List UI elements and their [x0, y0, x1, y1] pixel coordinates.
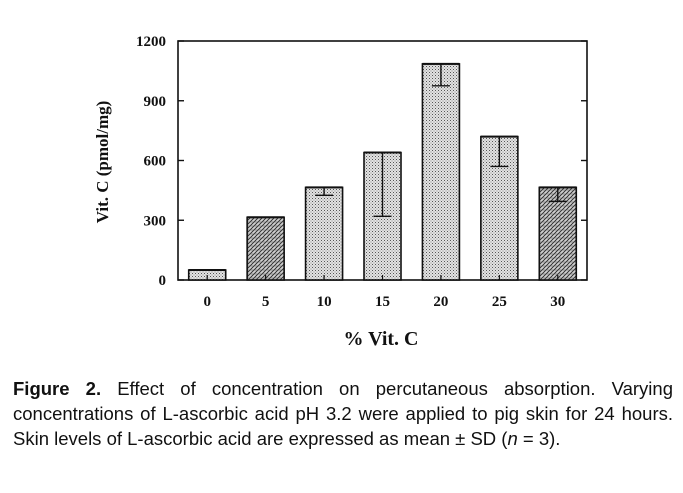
figure-caption: Figure 2. Effect of concentration on per…	[13, 376, 673, 451]
bar	[421, 63, 461, 281]
x-axis-label: % Vit. C	[344, 328, 419, 350]
y-tick-label: 0	[159, 273, 167, 289]
y-tick-label: 900	[144, 94, 167, 110]
bar	[304, 186, 344, 281]
y-tick-label: 600	[144, 154, 167, 170]
x-tick-label: 15	[375, 294, 390, 310]
x-tick-label: 10	[317, 294, 332, 310]
caption-n-symbol: n	[507, 428, 518, 449]
y-tick-label: 300	[144, 213, 167, 229]
x-tick-label: 30	[550, 294, 565, 310]
bar-chart: 0 300 600 900 1200 0 5 10 15 20 25 30 Vit. C (pmol/…	[93, 34, 588, 350]
caption-text-end: = 3).	[517, 428, 561, 449]
x-tick-label: 0	[203, 294, 211, 310]
caption-text: Effect of concentration on percutaneous …	[13, 378, 673, 449]
x-tick-label: 5	[262, 294, 270, 310]
figure-label: Figure 2.	[13, 378, 102, 399]
bar	[246, 216, 285, 281]
x-tick-label: 25	[492, 294, 507, 310]
y-axis-label: Vit. C (pmol/mg)	[93, 101, 112, 224]
x-tick-label: 20	[433, 294, 448, 310]
y-tick-label: 1200	[136, 34, 166, 50]
